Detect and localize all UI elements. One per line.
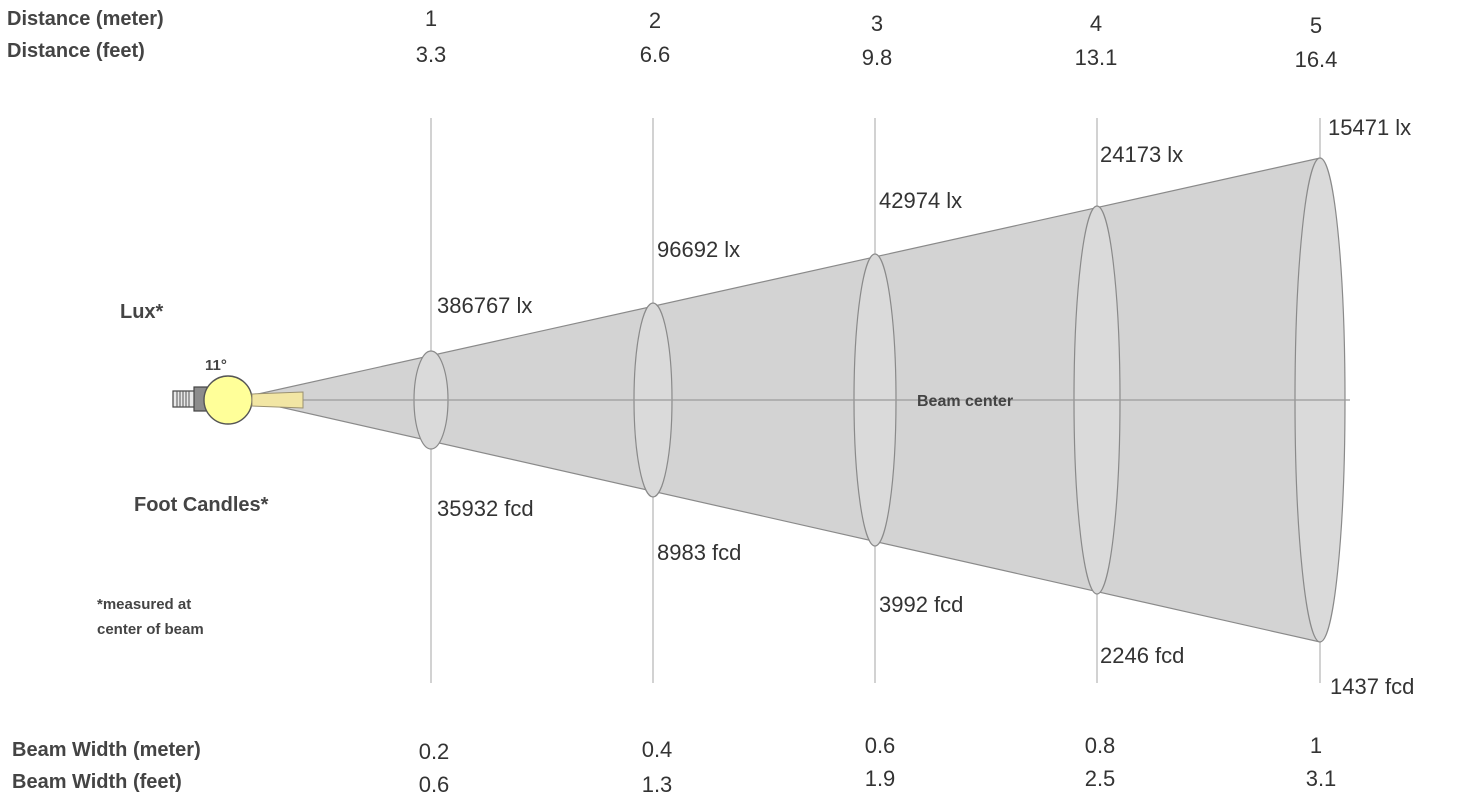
fcd-values: 35932 fcd 8983 fcd 3992 fcd 2246 fcd 143… [437,496,1414,699]
fcd-value-4: 2246 fcd [1100,643,1184,668]
distance-m-5: 5 [1310,13,1322,38]
distance-ft-2: 6.6 [640,42,671,67]
distance-m-4: 4 [1090,11,1102,36]
lamp-icon [172,375,304,425]
fcd-value-1: 35932 fcd [437,496,534,521]
foot-candles-label: Foot Candles* [134,494,269,516]
distance-feet-label: Distance (feet) [7,40,145,62]
distance-m-1: 1 [425,6,437,31]
distance-ft-4: 13.1 [1075,45,1118,70]
width-m-2: 0.4 [642,737,673,762]
width-ft-4: 2.5 [1085,766,1116,791]
distance-values: 1 3.3 2 6.6 3 9.8 4 13.1 5 16.4 [416,6,1338,72]
lux-label: Lux* [120,301,164,323]
measurement-note-line-1: *measured at [97,596,191,613]
distance-m-2: 2 [649,8,661,33]
width-ft-1: 0.6 [419,772,450,797]
lux-value-2: 96692 lx [657,237,740,262]
distance-meter-label: Distance (meter) [7,8,164,30]
width-m-5: 1 [1310,733,1322,758]
fcd-value-3: 3992 fcd [879,592,963,617]
distance-ft-5: 16.4 [1295,47,1338,72]
width-ft-2: 1.3 [642,772,673,797]
fcd-value-5: 1437 fcd [1330,674,1414,699]
lux-value-5: 15471 lx [1328,115,1411,140]
width-ft-5: 3.1 [1306,766,1337,791]
width-m-3: 0.6 [865,733,896,758]
measurement-note-line-2: center of beam [97,621,204,638]
lux-value-3: 42974 lx [879,188,962,213]
beam-angle-label: 11° [205,357,227,374]
beam-center-label: Beam center [917,393,1013,410]
distance-ft-3: 9.8 [862,45,893,70]
bulb-icon [203,375,253,425]
light-cone-icon [251,391,304,409]
width-m-1: 0.2 [419,739,450,764]
lux-value-4: 24173 lx [1100,142,1183,167]
beam-width-values: 0.2 0.6 0.4 1.3 0.6 1.9 0.8 2.5 1 3.1 [419,733,1337,797]
distance-ft-1: 3.3 [416,42,447,67]
lux-value-1: 386767 lx [437,293,532,318]
lux-values: 386767 lx 96692 lx 42974 lx 24173 lx 154… [437,115,1411,318]
fcd-value-2: 8983 fcd [657,540,741,565]
distance-m-3: 3 [871,11,883,36]
beam-width-feet-label: Beam Width (feet) [12,771,182,793]
width-ft-3: 1.9 [865,766,896,791]
width-m-4: 0.8 [1085,733,1116,758]
beam-width-meter-label: Beam Width (meter) [12,739,201,761]
